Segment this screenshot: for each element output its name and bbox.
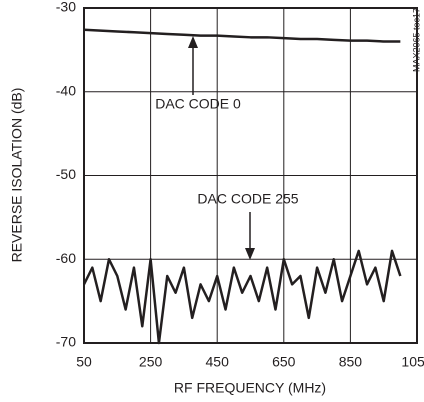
x-tick-label: 650	[272, 354, 296, 370]
y-axis-label: REVERSE ISOLATION (dB)	[9, 88, 25, 263]
figure-note: MAX2065 toc17	[411, 8, 421, 72]
data-line	[82, 249, 402, 345]
arrow-head	[188, 36, 198, 48]
y-tick-label: -40	[56, 82, 76, 98]
y-tick-label: -50	[56, 166, 76, 182]
series-annotation: DAC CODE 0	[155, 96, 241, 112]
x-tick-label: 450	[206, 354, 230, 370]
arrow-head	[245, 248, 255, 260]
x-tick-label: 1050	[401, 354, 424, 370]
y-tick-label: -30	[56, 0, 76, 15]
x-tick-label: 850	[339, 354, 363, 370]
data-line	[83, 28, 401, 43]
y-tick-label: -70	[56, 334, 76, 350]
y-tick-label: -60	[56, 250, 76, 266]
series-annotation: DAC CODE 255	[197, 191, 298, 207]
x-tick-label: 250	[139, 354, 163, 370]
x-axis-label: RF FREQUENCY (MHz)	[174, 380, 326, 396]
x-tick-label: 50	[76, 354, 92, 370]
